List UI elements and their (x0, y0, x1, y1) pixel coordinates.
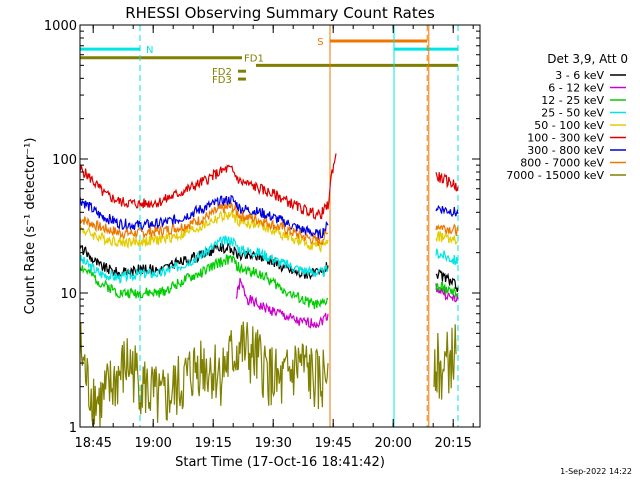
x-axis-label: Start Time (17-Oct-16 18:41:42) (175, 455, 385, 470)
series-line (435, 230, 459, 245)
axis-ticks: 18:45 19:00 19:15 19:30 19:45 20:00 20:15 1 10 10… (44, 19, 480, 451)
series-line (433, 324, 457, 400)
series-line (435, 269, 459, 293)
y-tick-label: 1000 (44, 19, 77, 34)
series-line (435, 248, 459, 266)
x-tick-label: 19:30 (254, 436, 291, 451)
series-line (79, 210, 329, 254)
legend-title: Det 3,9, Att 0 (547, 52, 628, 66)
flag-label: FD1 (244, 54, 264, 65)
x-tick-label: 18:45 (74, 436, 111, 451)
legend-entry-label: 7000 - 15000 keV (506, 169, 604, 182)
series-line (435, 204, 459, 218)
series-line (435, 223, 459, 237)
y-axis-label: Count Rate (s⁻¹ detector⁻¹) (23, 138, 38, 315)
flag-label: S (317, 37, 323, 48)
x-tick-label: 19:15 (194, 436, 231, 451)
legend-entry-label: 25 - 50 keV (541, 107, 604, 120)
series-line (79, 254, 329, 310)
y-tick-label: 100 (52, 153, 77, 168)
y-tick-label: 10 (60, 287, 77, 302)
series-line (235, 277, 329, 329)
series-line (79, 195, 329, 240)
series-line (435, 281, 459, 299)
legend-entry-label: 800 - 7000 keV (520, 157, 604, 170)
legend-entry-label: 6 - 12 keV (548, 82, 604, 95)
series-line (435, 172, 459, 192)
legend-entry-label: 3 - 6 keV (555, 69, 604, 82)
footer-date: 1-Sep-2022 14:22 (560, 467, 632, 476)
x-tick-label: 20:15 (434, 436, 471, 451)
series-line (79, 235, 329, 284)
legend-entry-label: 300 - 800 keV (527, 144, 604, 157)
flag-label: FD3 (212, 75, 232, 86)
chart-title: RHESSI Observing Summary Count Rates (125, 4, 435, 22)
series-line (79, 321, 329, 428)
flag-label: N (146, 45, 153, 56)
x-tick-label: 19:45 (314, 436, 351, 451)
y-tick-label: 1 (69, 421, 77, 436)
plot-frame (79, 24, 481, 428)
legend-entry-label: 50 - 100 keV (534, 119, 604, 132)
legend-entry-label: 12 - 25 keV (541, 94, 604, 107)
series-line (79, 241, 329, 281)
series-line (79, 153, 337, 221)
x-tick-label: 20:00 (374, 436, 411, 451)
flag-label: FD2 (212, 67, 232, 78)
legend-entry-label: 100 - 300 keV (527, 132, 604, 145)
series-line (435, 283, 459, 303)
x-tick-label: 19:00 (134, 436, 171, 451)
series-line (79, 201, 329, 247)
